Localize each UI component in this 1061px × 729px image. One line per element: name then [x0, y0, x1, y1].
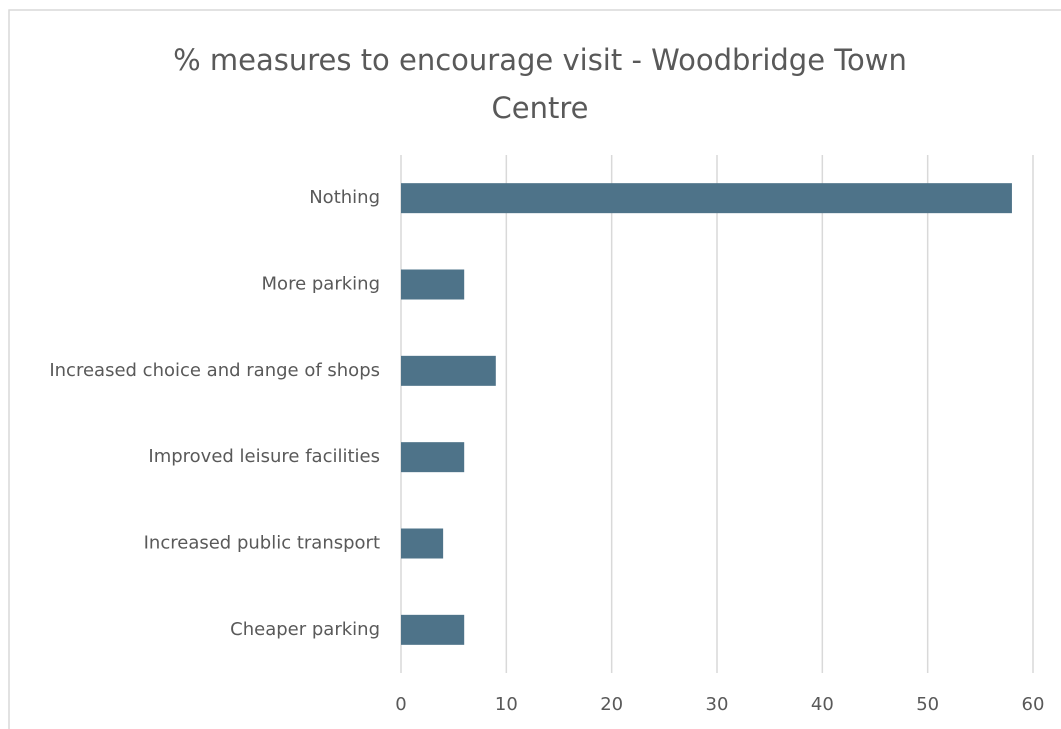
x-tick-label: 40: [811, 694, 834, 715]
bar: [401, 269, 465, 300]
y-tick-label: Nothing: [309, 187, 380, 208]
y-tick-label: Increased choice and range of shops: [49, 360, 380, 381]
chart-title: % measures to encourage visit - Woodbrid…: [173, 43, 907, 125]
y-tick-label: Improved leisure facilities: [148, 446, 380, 467]
y-tick-label: Increased public transport: [144, 533, 380, 554]
x-tick-label: 0: [395, 694, 406, 715]
bar: [401, 528, 444, 559]
bar: [401, 355, 496, 386]
bar: [401, 614, 465, 645]
chart-border: [8, 9, 1061, 729]
x-tick-label: 20: [600, 694, 623, 715]
x-tick-label: 30: [706, 694, 729, 715]
y-tick-label: Cheaper parking: [230, 619, 380, 640]
y-tick-label: More parking: [262, 274, 380, 295]
x-tick-label: 60: [1022, 694, 1045, 715]
x-tick-label: 50: [916, 694, 939, 715]
bar: [401, 442, 465, 473]
x-tick-label: 10: [495, 694, 518, 715]
bar: [401, 183, 1012, 214]
